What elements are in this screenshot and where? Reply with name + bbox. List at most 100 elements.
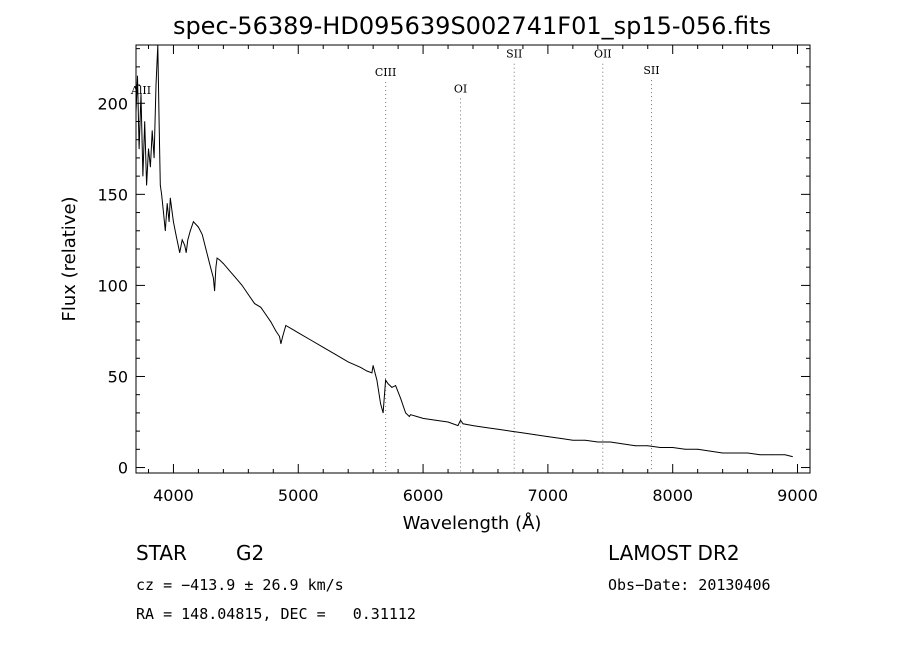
data-point <box>410 414 411 416</box>
marker-label: CIII <box>375 66 396 79</box>
data-point <box>265 314 267 315</box>
data-point <box>634 445 636 447</box>
data-point <box>161 193 162 195</box>
coordinates: RA = 148.04815, DEC = 0.31112 <box>136 605 416 623</box>
data-point <box>672 447 674 448</box>
data-point <box>175 234 177 235</box>
marker-label: SII <box>643 64 659 77</box>
data-point <box>395 385 397 386</box>
data-point <box>235 277 237 279</box>
data-point <box>335 354 337 356</box>
data-point <box>222 263 224 264</box>
data-point <box>241 285 243 286</box>
x-tick-label: 7000 <box>528 486 569 505</box>
data-point <box>282 336 284 337</box>
data-point <box>163 212 164 213</box>
data-point <box>709 450 711 452</box>
data-point <box>462 423 464 425</box>
data-point <box>380 403 382 405</box>
data-point <box>153 157 155 159</box>
data-point <box>151 130 153 132</box>
data-point <box>169 197 171 199</box>
data-point <box>187 239 189 241</box>
data-point <box>684 448 686 450</box>
data-point <box>270 321 272 323</box>
data-point <box>584 439 586 441</box>
data-point <box>148 148 149 150</box>
data-point <box>159 184 161 186</box>
y-tick-label: 200 <box>97 94 128 113</box>
plot-frame <box>135 44 811 474</box>
data-point <box>146 184 148 186</box>
data-point <box>184 244 186 246</box>
series-line <box>135 44 793 458</box>
data-point <box>164 230 166 232</box>
data-point <box>193 221 194 223</box>
data-point <box>408 416 410 417</box>
data-point <box>366 370 368 372</box>
data-point <box>322 346 324 348</box>
data-point <box>447 421 449 423</box>
data-point <box>171 212 173 213</box>
data-point <box>291 328 293 330</box>
y-tick-label: 150 <box>97 185 128 204</box>
data-point <box>435 419 436 421</box>
data-point <box>137 75 138 77</box>
data-point <box>201 234 203 235</box>
data-point <box>535 434 536 436</box>
object-class: STAR <box>136 541 187 565</box>
data-point <box>247 294 249 295</box>
data-point <box>189 230 191 232</box>
data-point <box>260 306 262 308</box>
data-point <box>140 93 142 95</box>
data-point <box>400 397 402 399</box>
data-point <box>179 252 181 254</box>
data-point <box>647 445 649 447</box>
x-tick-label: 6000 <box>403 486 444 505</box>
data-point <box>280 343 282 345</box>
data-point <box>382 412 384 414</box>
data-point <box>457 425 459 427</box>
data-point <box>622 443 624 445</box>
data-point <box>310 339 312 341</box>
data-point <box>209 263 211 264</box>
data-point <box>360 366 362 368</box>
data-point <box>722 452 724 454</box>
data-point <box>485 427 486 428</box>
x-tick-label: 5000 <box>278 486 319 505</box>
redshift-velocity: cz = −413.9 ± 26.9 km/s <box>136 576 344 594</box>
data-point <box>659 447 661 448</box>
data-point <box>135 111 137 113</box>
data-point <box>285 325 287 326</box>
data-point <box>784 454 786 456</box>
chart-title: spec-56389-HD095639S002741F01_sp15-056.f… <box>173 12 771 40</box>
data-point <box>385 379 387 381</box>
data-point <box>219 259 221 261</box>
data-point <box>229 270 231 272</box>
data-point <box>559 437 561 439</box>
y-tick-label: 50 <box>108 367 128 386</box>
data-point <box>212 277 214 279</box>
data-point <box>697 448 699 450</box>
data-point <box>157 44 159 46</box>
data-point <box>181 239 183 241</box>
data-point <box>371 372 373 374</box>
y-axis-label: Flux (relative) <box>59 196 80 321</box>
x-axis-label: Wavelength (Å) <box>403 512 542 534</box>
x-tick-label: 4000 <box>153 486 194 505</box>
data-point <box>597 441 599 443</box>
data-point <box>275 330 277 332</box>
data-point <box>347 361 349 363</box>
data-point <box>547 436 549 437</box>
data-point <box>772 454 773 456</box>
flux-series <box>135 44 793 458</box>
data-point <box>405 412 406 414</box>
data-point <box>759 454 761 456</box>
data-point <box>372 365 374 366</box>
x-tick-label: 8000 <box>652 486 693 505</box>
data-point <box>168 221 170 223</box>
data-point <box>198 226 199 228</box>
subclass: G2 <box>236 541 265 565</box>
data-point <box>185 252 187 254</box>
